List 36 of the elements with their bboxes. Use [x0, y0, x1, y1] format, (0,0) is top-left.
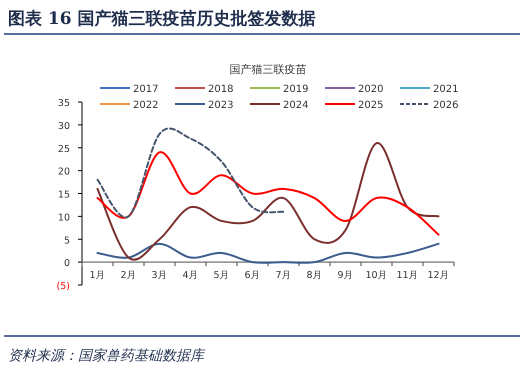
x-tick-label: 7月: [275, 270, 292, 282]
line-series: [96, 242, 440, 264]
x-tick-label: 10月: [365, 270, 388, 282]
legend-label: 2021: [433, 84, 458, 95]
x-tick-label: 9月: [337, 270, 354, 282]
legend-label: 2020: [358, 84, 384, 95]
y-tick-label: 5: [64, 235, 70, 246]
legend-label: 2023: [208, 100, 234, 111]
y-tick-label: 10: [58, 212, 70, 224]
legend-label: 2018: [208, 84, 234, 95]
x-tick-label: 11月: [396, 270, 419, 282]
x-tick-label: 3月: [151, 270, 168, 282]
legend-label: 2026: [433, 100, 458, 111]
y-tick-label: 35: [58, 98, 70, 109]
y-tick-label: 15: [58, 190, 70, 200]
y-tick-label: 20: [58, 166, 70, 178]
y-tick-label: (5): [56, 281, 70, 292]
legend-label: 2022: [133, 100, 158, 111]
x-tick-label: 4月: [182, 270, 199, 282]
x-tick-label: 12月: [427, 270, 450, 282]
y-tick-label: 25: [58, 144, 70, 155]
legend-label: 2024: [283, 100, 308, 111]
x-tick-label: 1月: [89, 270, 106, 282]
y-tick-label: 30: [58, 120, 70, 132]
line-series: [96, 151, 440, 236]
x-tick-label: 2月: [120, 270, 137, 282]
x-tick-label: 5月: [213, 270, 230, 282]
x-tick-label: 6月: [244, 270, 261, 282]
legend-label: 2017: [133, 84, 158, 95]
legend-label: 2019: [283, 84, 308, 95]
text: 资料来源：国家兽药基础数据库: [8, 348, 206, 364]
chart-title: 图表 16 国产猫三联疫苗历史批签发数据: [8, 9, 316, 29]
x-tick-label: 8月: [306, 270, 323, 282]
chart-subtitle: 国产猫三联疫苗: [230, 63, 306, 76]
legend-label: 2025: [358, 100, 384, 111]
y-tick-label: 0: [64, 258, 70, 270]
